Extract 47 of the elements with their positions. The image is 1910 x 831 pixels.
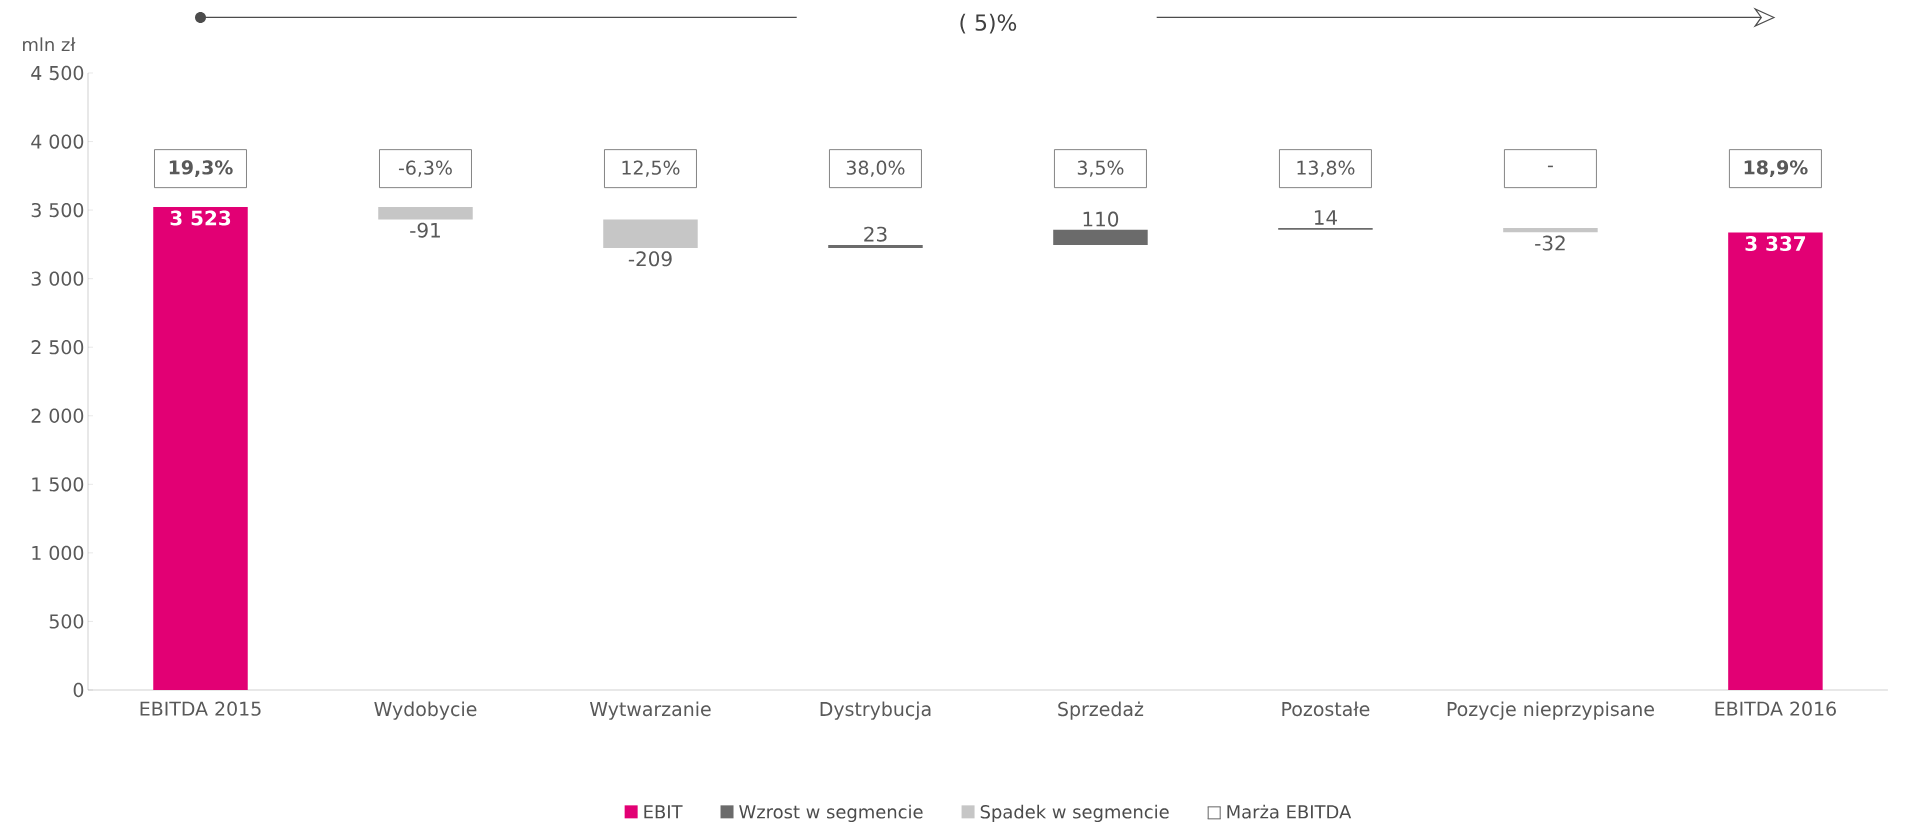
bar bbox=[153, 206, 248, 690]
bar bbox=[1503, 227, 1598, 233]
annotation: 13,8% bbox=[1297, 160, 1355, 177]
y-tick-label: 0 bbox=[73, 682, 84, 698]
data-label: 110 bbox=[1083, 211, 1119, 227]
y-tick-label: 2 000 bbox=[31, 408, 84, 423]
x-tick-label: Pozycje nieprzypisane bbox=[1447, 701, 1654, 720]
y-tick-label: 2 500 bbox=[31, 340, 84, 355]
data-label: -32 bbox=[1535, 235, 1565, 251]
y-tick-label: 3 000 bbox=[31, 271, 84, 286]
y-axis-title: mln zł bbox=[23, 37, 76, 51]
y-tick-label: 1 500 bbox=[32, 477, 84, 492]
text: Marża EBITDA bbox=[1227, 804, 1352, 819]
data-label: -209 bbox=[628, 251, 672, 267]
bar bbox=[1053, 229, 1148, 245]
annotation: 12,5% bbox=[622, 160, 680, 177]
annotation: 38,0% bbox=[846, 160, 905, 177]
x-tick-label: Pozostałe bbox=[1282, 701, 1370, 717]
legend-label: Wzrost w segmencie bbox=[739, 804, 923, 823]
annotation: -6,3% bbox=[398, 160, 452, 177]
y-tick-label: 1 000 bbox=[32, 545, 84, 561]
x-tick-label: Wytwarzanie bbox=[589, 701, 711, 720]
bar bbox=[1728, 232, 1823, 690]
legend-label: Spadek w segmencie bbox=[980, 804, 1169, 823]
text: ( 5)% bbox=[960, 13, 1017, 34]
x-tick-label: Wydobycie bbox=[374, 701, 477, 720]
data-label: 3 337 bbox=[1745, 235, 1806, 252]
legend-label: EBIT bbox=[644, 805, 683, 819]
data-label: 3 523 bbox=[170, 210, 231, 226]
x-tick-label: Dystrybucja bbox=[820, 701, 931, 720]
x-tick-label: EBITDA 2015 bbox=[140, 701, 261, 716]
data-label: -91 bbox=[410, 222, 440, 238]
bar bbox=[828, 244, 923, 249]
y-tick-label: 4 000 bbox=[31, 134, 84, 149]
y-tick-label: 4 500 bbox=[31, 65, 84, 81]
x-tick-label: Sprzedaż bbox=[1058, 701, 1144, 720]
bar bbox=[378, 206, 473, 220]
bar bbox=[603, 219, 698, 249]
y-tick-label: 500 bbox=[49, 614, 84, 629]
data-label: 23 bbox=[864, 226, 887, 242]
annotation: 18,9% bbox=[1744, 160, 1808, 177]
annotation: 19,3% bbox=[169, 160, 233, 177]
annotation: 3,5% bbox=[1077, 160, 1124, 177]
annotation: - bbox=[1547, 165, 1553, 168]
y-tick-label: 3 500 bbox=[31, 202, 84, 218]
x-tick-label: EBITDA 2016 bbox=[1715, 701, 1836, 716]
data-label: 14 bbox=[1314, 210, 1337, 225]
